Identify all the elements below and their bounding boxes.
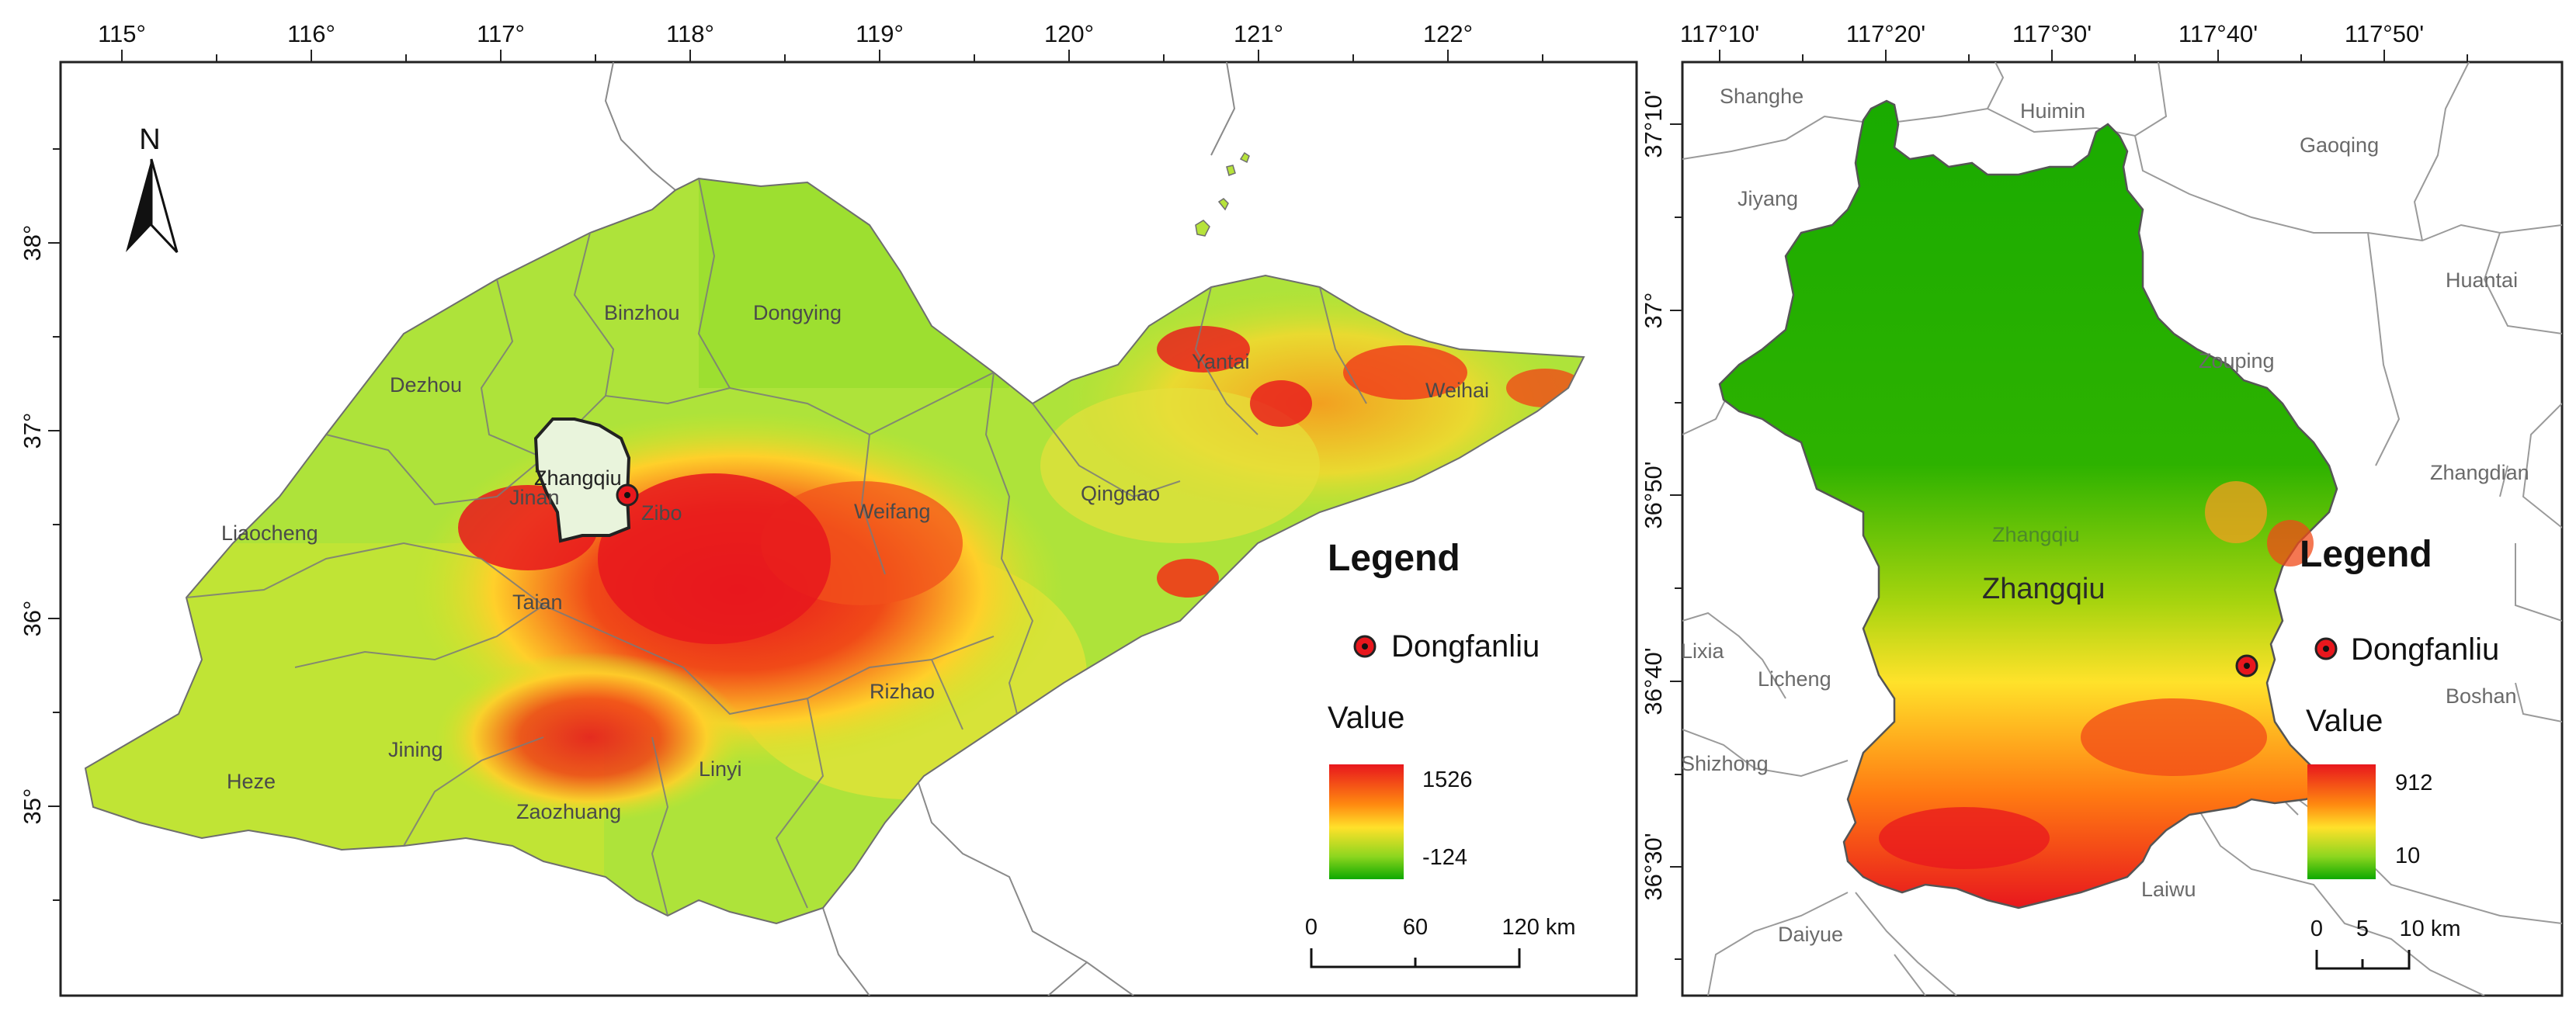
place-label-linyi: Linyi — [699, 757, 742, 781]
right-scalebar-label: 0 — [2310, 916, 2323, 941]
left-outer-boundaries — [604, 62, 1236, 996]
place-label-jiyang: Jiyang — [1738, 187, 1798, 210]
place-label-weifang: Weifang — [854, 500, 931, 523]
left-legend-min: -124 — [1422, 845, 1467, 870]
place-label-daiyue: Daiyue — [1778, 923, 1843, 946]
place-label-dezhou: Dezhou — [390, 373, 462, 397]
left-map-panel: 115° 116° 117° 118° 119° 120° 121° 122° … — [19, 20, 1638, 997]
right-scalebar: 0 5 10 km — [2310, 916, 2461, 970]
left-legend-value-title: Value — [1328, 701, 1404, 735]
place-label-zouping: Zouping — [2199, 349, 2275, 372]
right-lon-tick-marks — [1719, 50, 2468, 62]
place-label-zhangqiu: Zhangqiu — [534, 466, 622, 490]
right-scalebar-label: 10 km — [2400, 916, 2461, 941]
right-lon-tick-label: 117°50' — [2345, 20, 2424, 47]
place-label-jinan: Jinan — [509, 486, 560, 509]
place-label-rizhao: Rizhao — [870, 680, 935, 703]
right-legend-site-label: Dongfanliu — [2351, 632, 2499, 667]
county-boundaries — [1682, 62, 2562, 996]
left-legend: Legend Dongfanliu Value 1526 -124 — [1328, 538, 1540, 879]
right-lon-tick-label: 117°30' — [2012, 20, 2092, 47]
north-arrow: N — [126, 123, 179, 254]
right-legend-min: 10 — [2395, 844, 2420, 868]
place-label-liaocheng: Liaocheng — [221, 521, 318, 545]
left-lon-tick-label: 119° — [856, 20, 904, 47]
left-legend-title: Legend — [1328, 538, 1460, 579]
left-scalebar-label: 0 — [1305, 915, 1318, 940]
left-scalebar-label: 60 — [1403, 915, 1428, 940]
left-lat-tick-label: 36° — [19, 601, 46, 637]
place-label-huimin: Huimin — [2020, 99, 2085, 123]
right-lat-tick-label: 37° — [1640, 293, 1667, 329]
right-scalebar-label: 5 — [2356, 916, 2369, 941]
place-label-shizhong: Shizhong — [1681, 752, 1769, 775]
dongfanliu-site-marker[interactable] — [616, 483, 639, 507]
right-legend-title: Legend — [2300, 534, 2432, 575]
left-scalebar: 0 60 120 km — [1305, 915, 1576, 968]
zhangqiu-hills — [1879, 481, 2314, 869]
right-legend: Legend Dongfanliu Value 912 10 — [2300, 534, 2499, 879]
place-label-licheng: Licheng — [1758, 667, 1831, 691]
zhangqiu-highlight[interactable] — [533, 417, 631, 543]
left-lat-tick-label: 38° — [19, 225, 46, 262]
left-lon-tick-marks — [121, 50, 1543, 62]
place-label-zibo: Zibo — [641, 501, 682, 525]
left-legend-colorramp — [1329, 764, 1404, 879]
place-label-heze: Heze — [227, 770, 276, 793]
place-label-laiwu: Laiwu — [2141, 878, 2196, 901]
prefecture-boundaries — [186, 178, 1367, 916]
left-lon-tick-label: 117° — [477, 20, 525, 47]
left-lat-tick-marks — [48, 148, 61, 901]
right-lat-tick-label: 36°30' — [1640, 833, 1667, 900]
dongfanliu-site-marker-detail[interactable] — [2235, 654, 2258, 677]
north-arrow-icon — [126, 159, 151, 252]
right-lon-tick-label: 117°20' — [1846, 20, 1925, 47]
right-legend-value-title: Value — [2306, 704, 2383, 738]
left-lon-tick-label: 115° — [98, 20, 146, 47]
place-label-zhangqiu-small: Zhangqiu — [1992, 523, 2080, 546]
left-lat-tick-label: 37° — [19, 413, 46, 449]
place-label-zhangdian: Zhangdian — [2430, 461, 2529, 484]
place-label-binzhou: Binzhou — [604, 301, 680, 324]
place-label-yantai: Yantai — [1192, 350, 1250, 373]
place-label-zaozhuang: Zaozhuang — [516, 800, 621, 823]
left-lon-tick-label: 121° — [1234, 20, 1283, 47]
right-legend-max: 912 — [2395, 771, 2432, 795]
place-label-weihai: Weihai — [1425, 379, 1489, 402]
right-lon-tick-label: 117°40' — [2178, 20, 2258, 47]
place-label-zhangqiu-big: Zhangqiu — [1982, 573, 2105, 605]
right-lat-tick-label: 36°50' — [1640, 461, 1667, 528]
right-legend-colorramp — [2307, 764, 2376, 879]
place-label-taian: Taian — [512, 591, 563, 614]
left-legend-max: 1526 — [1422, 767, 1473, 792]
place-label-shanghe: Shanghe — [1720, 85, 1804, 108]
left-lon-tick-label: 122° — [1423, 20, 1473, 47]
left-legend-site-label: Dongfanliu — [1391, 629, 1540, 663]
left-scalebar-label: 120 km — [1502, 915, 1575, 940]
place-label-dongying: Dongying — [753, 301, 842, 324]
left-lat-tick-label: 35° — [19, 788, 46, 825]
place-label-qingdao: Qingdao — [1081, 482, 1160, 505]
right-lat-tick-label: 37°10' — [1640, 90, 1667, 158]
place-label-jining: Jining — [388, 738, 443, 761]
right-lon-tick-label: 117°10' — [1680, 20, 1759, 47]
left-lon-tick-label: 120° — [1044, 20, 1094, 47]
right-lat-tick-label: 36°40' — [1640, 647, 1667, 715]
place-label-boshan: Boshan — [2446, 684, 2517, 708]
place-label-lixia: Lixia — [1681, 639, 1725, 663]
left-lon-tick-label: 116° — [287, 20, 335, 47]
right-lat-tick-marks — [1670, 123, 1682, 960]
shandong-outline — [84, 177, 1585, 925]
right-map-panel: 117°10' 117°20' 117°30' 117°40' 117°50' … — [1640, 20, 2564, 997]
north-arrow-label: N — [139, 123, 160, 156]
place-label-huantai: Huantai — [2446, 269, 2518, 292]
left-lon-tick-label: 118° — [666, 20, 714, 47]
place-label-gaoqing: Gaoqing — [2300, 133, 2379, 157]
